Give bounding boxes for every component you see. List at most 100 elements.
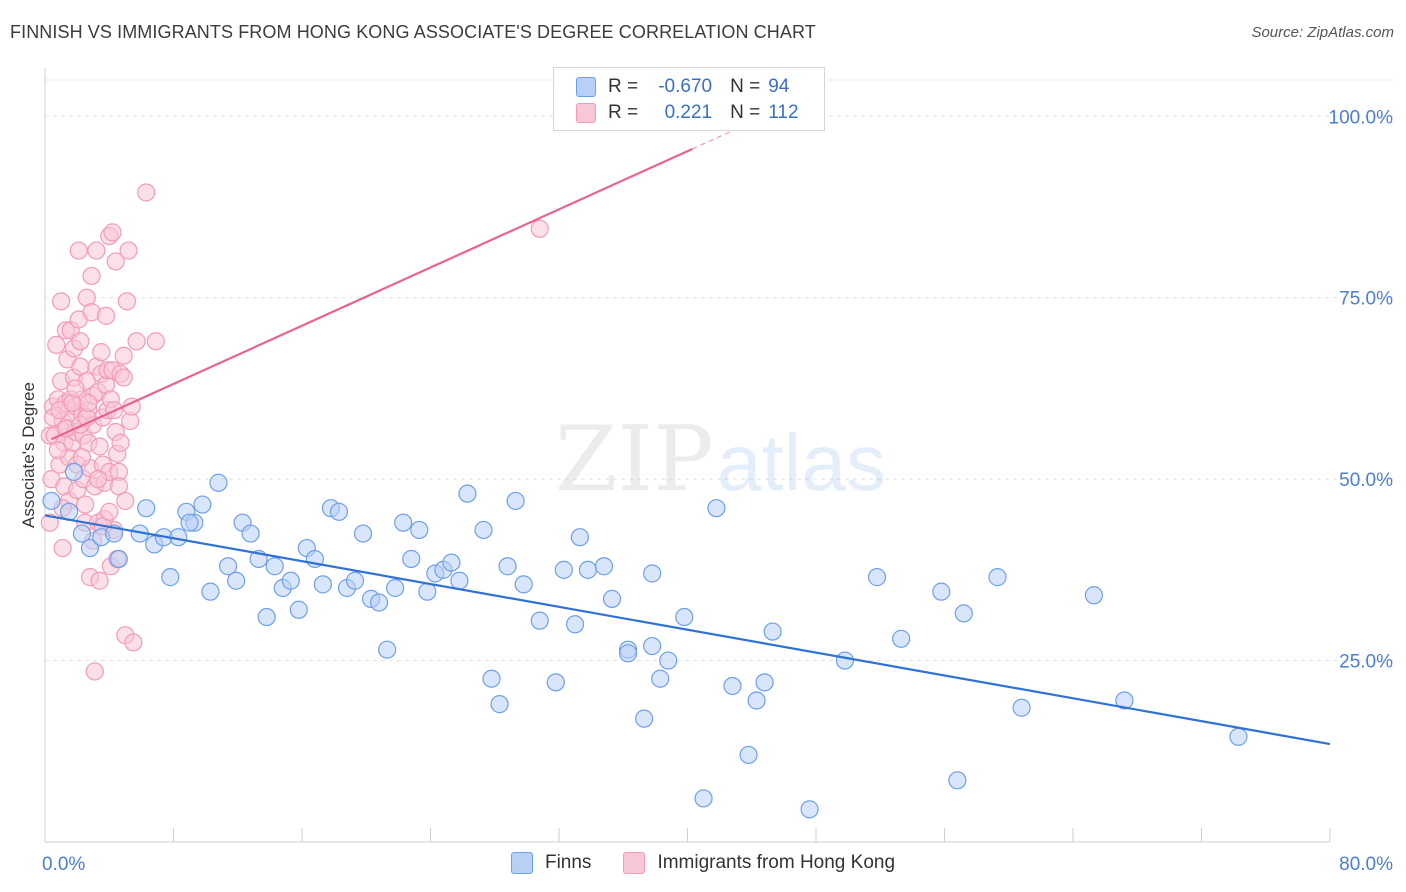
finns-point xyxy=(378,640,397,659)
hong-kong-point xyxy=(87,241,106,260)
series-finns xyxy=(42,462,1248,819)
finns-point xyxy=(410,520,429,540)
hong-kong-point xyxy=(47,335,66,354)
hong-kong-point xyxy=(116,491,135,511)
finns-point xyxy=(948,771,967,790)
hong-kong-point xyxy=(92,343,111,362)
finns-point xyxy=(747,691,766,710)
hong-kong-point xyxy=(85,662,104,681)
finns-point xyxy=(618,644,638,663)
finns-point xyxy=(954,604,973,623)
finns-point xyxy=(227,571,246,590)
finns-point xyxy=(546,673,565,692)
r-value: 0.221 xyxy=(664,102,713,123)
hong-kong-point xyxy=(51,292,71,311)
finns-point xyxy=(402,549,421,569)
finns-point xyxy=(506,491,525,511)
finns-point xyxy=(867,568,887,587)
finns-point xyxy=(554,560,573,579)
hong-kong-point xyxy=(76,495,95,514)
hong-kong-point xyxy=(48,441,67,460)
grid-lines xyxy=(45,79,1395,662)
hong-kong-point xyxy=(103,223,122,242)
hong-kong-swatch xyxy=(576,103,596,123)
finns-point xyxy=(1012,698,1031,717)
hong-kong-point xyxy=(114,368,133,387)
finns-point xyxy=(643,636,662,656)
axes xyxy=(44,68,1331,843)
n-value: 94 xyxy=(768,76,790,97)
finns-point xyxy=(329,502,349,521)
hong-kong-point xyxy=(88,470,108,489)
source-credit: Source: ZipAtlas.com xyxy=(1251,24,1394,41)
y-tick-label: 100.0% xyxy=(1329,107,1394,128)
hong-kong-point xyxy=(530,219,549,238)
finns-point xyxy=(763,622,782,641)
finns-point xyxy=(694,789,713,808)
finns-point xyxy=(265,557,284,576)
finns-point xyxy=(64,462,84,481)
finns-point xyxy=(932,582,951,601)
finns-point xyxy=(835,651,855,670)
finns-point xyxy=(201,582,220,601)
hong-kong-point xyxy=(82,266,101,286)
finns-point xyxy=(498,557,517,576)
hong-kong-point xyxy=(137,183,156,202)
finns-point xyxy=(482,669,501,688)
finns-point xyxy=(800,800,819,819)
finns-point xyxy=(289,600,308,619)
hong-kong-point xyxy=(146,332,165,351)
finns-point xyxy=(313,575,332,594)
hong-kong-point xyxy=(114,346,133,365)
finns-point xyxy=(578,560,598,579)
hong-kong-point xyxy=(106,252,125,271)
legend-row-finns: R = -0.670 N = 94 xyxy=(576,74,789,100)
r-value: -0.670 xyxy=(658,76,713,97)
finns-point xyxy=(137,499,156,518)
trend-lines xyxy=(44,99,1331,746)
finns-point xyxy=(450,571,469,590)
finns-point xyxy=(193,495,212,514)
finns-point xyxy=(1115,691,1134,710)
hong-kong-point xyxy=(66,379,85,398)
finns-point xyxy=(651,669,670,688)
hong-kong-point xyxy=(90,571,109,590)
finns-point xyxy=(892,629,911,648)
hong-kong-point xyxy=(71,332,90,351)
hong-kong-point xyxy=(100,502,119,521)
hong-kong-point xyxy=(53,538,72,558)
finns-point xyxy=(109,549,128,569)
n-value: 112 xyxy=(768,102,799,123)
finns-point xyxy=(386,578,405,598)
finns-point xyxy=(458,484,477,503)
finns-point xyxy=(474,520,493,540)
hong-kong-point xyxy=(124,633,143,652)
hong-kong-point xyxy=(96,306,116,325)
legend-item-hong-kong: Immigrants from Hong Kong xyxy=(623,852,895,874)
n-label: N = xyxy=(730,76,761,97)
hong-kong-point xyxy=(40,513,59,532)
finns-point xyxy=(723,676,742,696)
finns-point xyxy=(1084,586,1103,605)
hong-kong-point xyxy=(111,433,130,452)
finns-point xyxy=(602,589,622,608)
finns-point xyxy=(370,593,389,612)
hong-kong-point xyxy=(69,241,88,260)
hong-kong-point xyxy=(117,292,137,311)
finns-point xyxy=(594,557,614,576)
finns-point xyxy=(209,473,228,492)
finns-trend-line xyxy=(44,514,1331,746)
series-legend: Finns Immigrants from Hong Kong xyxy=(0,852,1406,874)
finns-point xyxy=(755,673,774,692)
finns-point xyxy=(1229,727,1248,746)
chart-title: FINNISH VS IMMIGRANTS FROM HONG KONG ASS… xyxy=(10,22,816,42)
hong-kong-point xyxy=(119,241,138,260)
finns-point xyxy=(707,499,726,518)
finns-point xyxy=(72,524,92,543)
finns-point xyxy=(161,568,180,587)
hong-kong-point xyxy=(72,448,92,467)
finns-point xyxy=(345,571,365,590)
finns-point xyxy=(659,651,678,670)
finns-point xyxy=(988,568,1007,587)
